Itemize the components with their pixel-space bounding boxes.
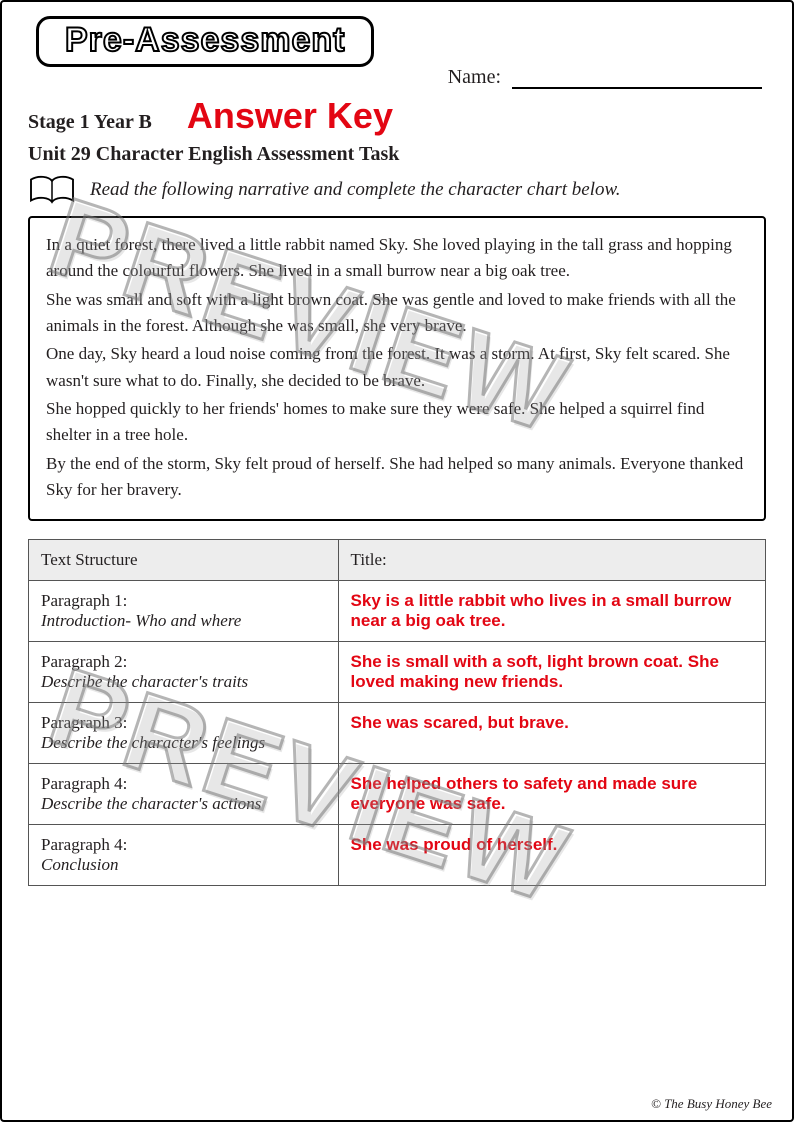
row-num: Paragraph 2: bbox=[41, 652, 326, 672]
table-row: Paragraph 4:Describe the character's act… bbox=[29, 764, 766, 825]
name-label: Name: bbox=[448, 66, 501, 88]
row-answer: She was proud of herself. bbox=[351, 835, 558, 854]
row-answer: Sky is a little rabbit who lives in a sm… bbox=[351, 591, 732, 630]
stage-row: Stage 1 Year B Answer Key bbox=[28, 95, 766, 137]
table-row: Paragraph 3:Describe the character's fee… bbox=[29, 703, 766, 764]
book-icon bbox=[28, 174, 76, 206]
story-p2: She was small and soft with a light brow… bbox=[46, 287, 748, 340]
row-num: Paragraph 4: bbox=[41, 835, 326, 855]
row-label: Introduction- Who and where bbox=[41, 611, 241, 630]
footer-credit: © The Busy Honey Bee bbox=[651, 1096, 772, 1112]
name-field: Name: bbox=[448, 66, 762, 89]
row-answer: She is small with a soft, light brown co… bbox=[351, 652, 719, 691]
worksheet-page: Pre-Assessment Name: Stage 1 Year B Answ… bbox=[0, 0, 794, 1122]
row-label: Describe the character's traits bbox=[41, 672, 248, 691]
row-label: Conclusion bbox=[41, 855, 118, 874]
row-label: Describe the character's actions bbox=[41, 794, 261, 813]
character-chart-table: Text Structure Title: Paragraph 1:Introd… bbox=[28, 539, 766, 886]
instruction-row: Read the following narrative and complet… bbox=[28, 174, 766, 206]
row-num: Paragraph 4: bbox=[41, 774, 326, 794]
story-p5: By the end of the storm, Sky felt proud … bbox=[46, 451, 748, 504]
row-answer: She was scared, but brave. bbox=[351, 713, 569, 732]
table-header-right: Title: bbox=[338, 540, 765, 581]
story-p1: In a quiet forest, there lived a little … bbox=[46, 232, 748, 285]
table-header-left: Text Structure bbox=[29, 540, 339, 581]
answer-key-label: Answer Key bbox=[187, 95, 393, 136]
unit-title: Unit 29 Character English Assessment Tas… bbox=[28, 143, 766, 166]
page-tab: Pre-Assessment bbox=[36, 16, 374, 67]
stage-text: Stage 1 Year B bbox=[28, 111, 152, 133]
name-blank-line[interactable] bbox=[512, 69, 762, 89]
table-row: Paragraph 1:Introduction- Who and where … bbox=[29, 581, 766, 642]
row-label: Describe the character's feelings bbox=[41, 733, 265, 752]
row-num: Paragraph 3: bbox=[41, 713, 326, 733]
story-p4: She hopped quickly to her friends' homes… bbox=[46, 396, 748, 449]
story-box: In a quiet forest, there lived a little … bbox=[28, 216, 766, 521]
instruction-text: Read the following narrative and complet… bbox=[90, 179, 621, 201]
row-answer: She helped others to safety and made sur… bbox=[351, 774, 698, 813]
table-row: Paragraph 4:Conclusion She was proud of … bbox=[29, 825, 766, 886]
row-num: Paragraph 1: bbox=[41, 591, 326, 611]
table-row: Paragraph 2:Describe the character's tra… bbox=[29, 642, 766, 703]
story-p3: One day, Sky heard a loud noise coming f… bbox=[46, 341, 748, 394]
